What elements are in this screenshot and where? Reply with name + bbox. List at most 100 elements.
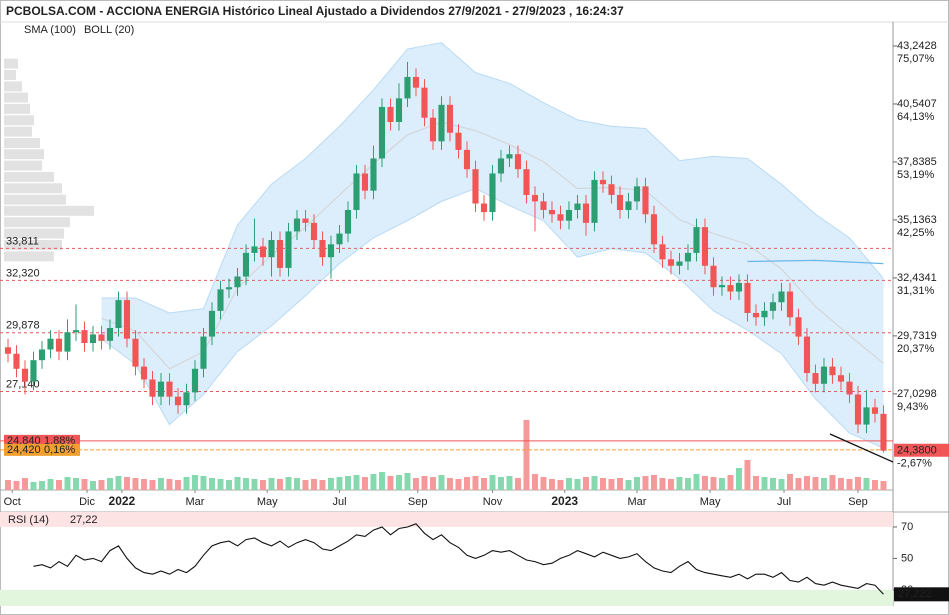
candle-body bbox=[829, 366, 836, 376]
x-tick-label: Mar bbox=[186, 496, 205, 508]
candle-body bbox=[336, 233, 343, 245]
y-tick-pct: 42,25% bbox=[897, 227, 935, 239]
y-tick-pct: 9,43% bbox=[897, 401, 928, 413]
volume-bar bbox=[880, 481, 887, 490]
candle-body bbox=[727, 285, 734, 292]
volume-profile-bar bbox=[4, 81, 22, 92]
volume-profile-bar bbox=[4, 92, 28, 103]
volume-bar bbox=[353, 475, 360, 490]
candle-body bbox=[251, 246, 258, 253]
candle-body bbox=[361, 173, 369, 191]
candle-body bbox=[38, 349, 46, 361]
candle-body bbox=[854, 394, 862, 425]
rsi-line bbox=[33, 523, 884, 595]
volume-bar bbox=[676, 477, 683, 490]
volume-bar bbox=[217, 479, 224, 490]
volume-bar bbox=[268, 478, 275, 490]
marker-pct: 0,16% bbox=[44, 444, 75, 456]
volume-bar bbox=[370, 474, 377, 490]
candle-body bbox=[820, 366, 828, 384]
y-tick-label: 29,7319 bbox=[897, 330, 937, 342]
volume-bar bbox=[192, 475, 198, 490]
volume-bar bbox=[107, 478, 113, 490]
candle-body bbox=[531, 194, 539, 202]
x-tick-label: Jul bbox=[332, 496, 346, 508]
rsi-current: 27,22 bbox=[70, 514, 98, 526]
chart-title: PCBOLSA.COM - ACCIONA ENERGIA Histórico … bbox=[6, 4, 624, 18]
volume-bar bbox=[183, 477, 190, 490]
volume-bar bbox=[13, 481, 20, 490]
volume-bar bbox=[328, 478, 334, 490]
candle-body bbox=[276, 240, 284, 268]
y-tick-pct: 31,31% bbox=[897, 285, 935, 297]
volume-bar bbox=[727, 475, 734, 490]
candle-body bbox=[353, 173, 360, 210]
volume-bar bbox=[115, 476, 122, 490]
candle-body bbox=[761, 310, 768, 318]
candle-body bbox=[744, 282, 751, 313]
candle-body bbox=[234, 276, 241, 288]
candle-body bbox=[4, 347, 12, 354]
y-tick-pct: 64,13% bbox=[897, 111, 935, 123]
volume-profile-bar bbox=[4, 228, 64, 239]
candle-body bbox=[157, 381, 165, 397]
rsi-title: RSI (14) bbox=[8, 514, 49, 526]
volume-profile-bar bbox=[4, 115, 34, 126]
volume-profile-bar bbox=[4, 205, 94, 216]
volume-bar bbox=[362, 477, 368, 490]
volume-bar bbox=[149, 480, 156, 490]
sma-line bbox=[747, 259, 884, 265]
rsi-tick-label: 70 bbox=[901, 521, 913, 533]
y-tick-label: 43,2428 bbox=[897, 40, 937, 52]
candle-body bbox=[676, 261, 683, 266]
volume-bar bbox=[838, 478, 844, 490]
trend-line bbox=[829, 433, 894, 463]
candle-body bbox=[633, 186, 641, 202]
volume-bar bbox=[396, 475, 402, 490]
volume-bar bbox=[277, 479, 283, 490]
candle-body bbox=[667, 259, 675, 266]
candle-body bbox=[327, 244, 335, 258]
candle-body bbox=[659, 244, 666, 260]
volume-bar bbox=[39, 481, 45, 490]
volume-bar bbox=[413, 478, 419, 490]
volume-bar bbox=[251, 479, 258, 490]
volume-bar bbox=[642, 476, 649, 490]
volume-bar bbox=[234, 477, 241, 490]
candle-body bbox=[710, 265, 717, 288]
candle-body bbox=[370, 158, 377, 191]
volume-bar bbox=[778, 479, 785, 490]
candle-body bbox=[863, 407, 870, 425]
candle-body bbox=[21, 368, 29, 382]
candle-body bbox=[701, 227, 709, 266]
volume-bar bbox=[124, 477, 130, 490]
y-tick-label: 27,0298 bbox=[897, 388, 937, 400]
x-tick-label: May bbox=[700, 496, 721, 508]
volume-bar bbox=[770, 478, 776, 490]
candle-body bbox=[106, 327, 114, 341]
candle-body bbox=[514, 154, 522, 170]
candle-body bbox=[446, 104, 454, 133]
candle-body bbox=[846, 381, 853, 395]
x-tick-label: Sep bbox=[848, 496, 868, 508]
volume-bar bbox=[464, 477, 470, 490]
volume-profile-bar bbox=[4, 149, 44, 160]
volume-bar bbox=[625, 480, 632, 490]
volume-bar bbox=[549, 479, 555, 490]
candle-body bbox=[438, 104, 445, 142]
candle-body bbox=[684, 252, 692, 262]
volume-bar bbox=[761, 477, 768, 490]
last-price-label: 24,3800 bbox=[897, 445, 937, 457]
candle-body bbox=[344, 209, 352, 234]
candle-body bbox=[183, 392, 190, 406]
volume-bar bbox=[438, 475, 445, 490]
candle-body bbox=[523, 169, 530, 195]
candle-body bbox=[72, 330, 80, 333]
candle-body bbox=[582, 203, 590, 223]
volume-bar bbox=[787, 474, 793, 490]
volume-bar bbox=[600, 478, 606, 490]
candle-body bbox=[395, 98, 403, 122]
legend-entry: SMA (100) bbox=[24, 24, 76, 36]
rsi-overbought-zone bbox=[0, 512, 893, 527]
